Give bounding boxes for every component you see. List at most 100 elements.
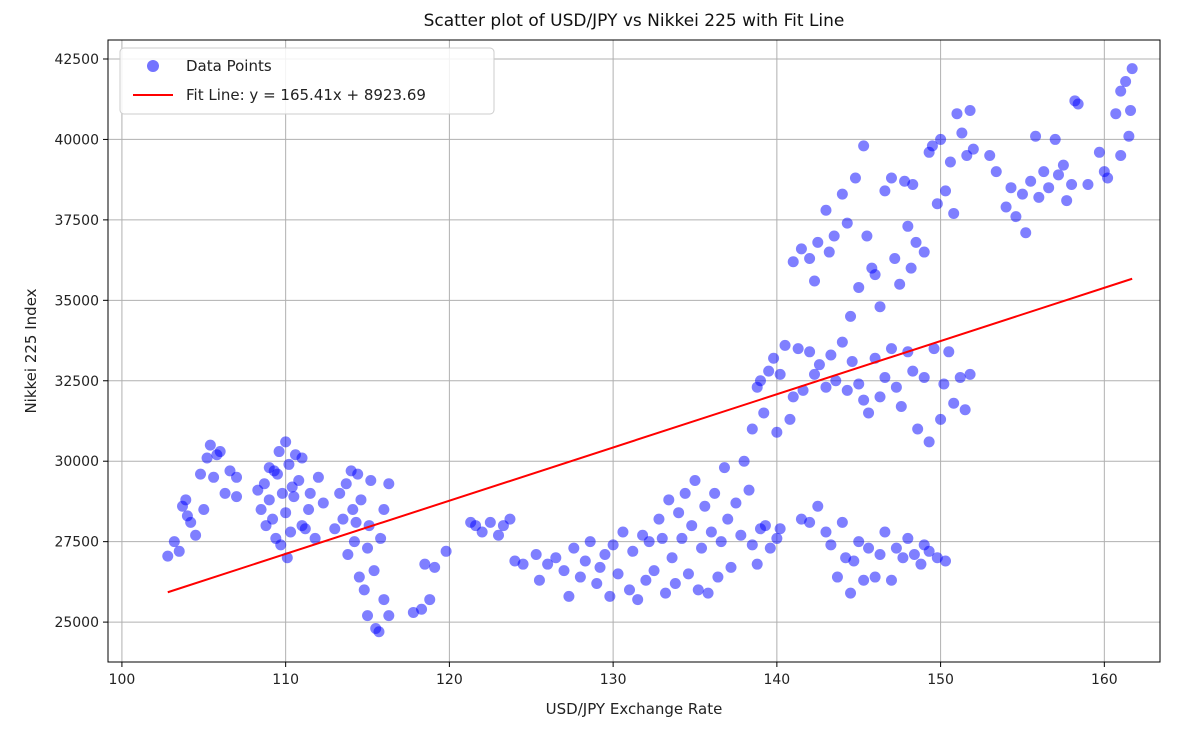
data-point xyxy=(663,494,675,506)
fit-line xyxy=(167,277,1133,594)
data-point xyxy=(682,568,694,580)
data-point xyxy=(550,552,562,564)
data-point xyxy=(689,475,701,487)
legend: Data Points Fit Line: y = 165.41x + 8923… xyxy=(119,47,495,115)
data-point xyxy=(863,407,875,419)
data-point xyxy=(935,413,947,425)
data-point xyxy=(964,104,976,116)
data-point xyxy=(416,603,428,615)
data-point xyxy=(779,339,791,351)
data-point xyxy=(825,349,837,361)
data-point xyxy=(1057,159,1069,171)
data-point xyxy=(168,536,180,548)
data-point xyxy=(679,487,691,499)
data-point xyxy=(923,545,935,557)
data-point xyxy=(1030,130,1042,142)
data-point xyxy=(907,365,919,377)
data-point xyxy=(809,275,821,287)
data-point xyxy=(712,571,724,583)
data-point xyxy=(337,513,349,525)
data-point xyxy=(709,487,721,499)
data-point xyxy=(820,526,832,538)
data-point xyxy=(692,584,704,596)
data-point xyxy=(676,532,688,544)
data-point xyxy=(612,568,624,580)
data-point xyxy=(276,487,288,499)
data-point xyxy=(285,526,297,538)
legend-box xyxy=(119,47,495,115)
data-point xyxy=(632,594,644,606)
data-point xyxy=(383,610,395,622)
data-point xyxy=(1038,166,1050,178)
data-point xyxy=(355,494,367,506)
data-point xyxy=(956,127,968,139)
data-point xyxy=(219,487,231,499)
x-tick-label: 110 xyxy=(272,672,299,688)
data-point xyxy=(771,532,783,544)
data-point xyxy=(730,497,742,509)
data-point xyxy=(201,452,213,464)
data-point xyxy=(173,545,185,557)
y-tick-label: 35000 xyxy=(54,293,99,309)
data-point xyxy=(820,381,832,393)
data-point xyxy=(1125,104,1137,116)
data-point xyxy=(275,539,287,551)
data-point xyxy=(943,346,955,358)
data-point xyxy=(617,526,629,538)
data-point xyxy=(1005,182,1017,194)
data-point xyxy=(1052,169,1064,181)
data-point xyxy=(375,532,387,544)
data-point xyxy=(1033,191,1045,203)
data-point xyxy=(853,281,865,293)
data-point xyxy=(908,549,920,561)
data-point xyxy=(804,516,816,528)
data-point xyxy=(787,391,799,403)
data-point xyxy=(542,558,554,570)
data-point xyxy=(702,587,714,599)
data-point xyxy=(718,462,730,474)
data-point xyxy=(764,542,776,554)
data-point xyxy=(984,150,996,162)
data-point xyxy=(869,571,881,583)
y-tick-label: 27500 xyxy=(54,535,99,551)
data-point xyxy=(304,487,316,499)
data-point xyxy=(214,446,226,458)
data-point xyxy=(722,513,734,525)
data-point xyxy=(429,561,441,573)
data-point xyxy=(792,343,804,355)
data-point xyxy=(656,532,668,544)
data-point xyxy=(768,352,780,364)
data-point xyxy=(329,523,341,535)
data-point xyxy=(836,516,848,528)
data-point xyxy=(885,343,897,355)
data-point xyxy=(846,355,858,367)
data-point xyxy=(198,503,210,515)
data-point xyxy=(948,397,960,409)
data-point xyxy=(895,401,907,413)
data-point xyxy=(874,301,886,313)
data-point xyxy=(1066,178,1078,190)
data-point xyxy=(1110,108,1122,120)
data-point xyxy=(653,513,665,525)
data-point xyxy=(303,503,315,515)
data-point xyxy=(912,423,924,435)
data-point xyxy=(563,590,575,602)
data-point xyxy=(746,539,758,551)
data-point xyxy=(180,494,192,506)
data-point xyxy=(894,278,906,290)
data-point xyxy=(584,536,596,548)
data-point xyxy=(1126,63,1138,75)
data-point xyxy=(424,594,436,606)
data-point xyxy=(299,523,311,535)
data-point xyxy=(517,558,529,570)
data-point xyxy=(858,394,870,406)
y-tick-label: 42500 xyxy=(54,52,99,68)
data-point xyxy=(715,536,727,548)
data-point xyxy=(347,503,359,515)
data-point xyxy=(705,526,717,538)
data-point xyxy=(804,252,816,264)
data-point xyxy=(861,230,873,242)
data-point xyxy=(373,626,385,638)
data-point xyxy=(1093,146,1105,158)
y-tick-label: 30000 xyxy=(54,454,99,470)
